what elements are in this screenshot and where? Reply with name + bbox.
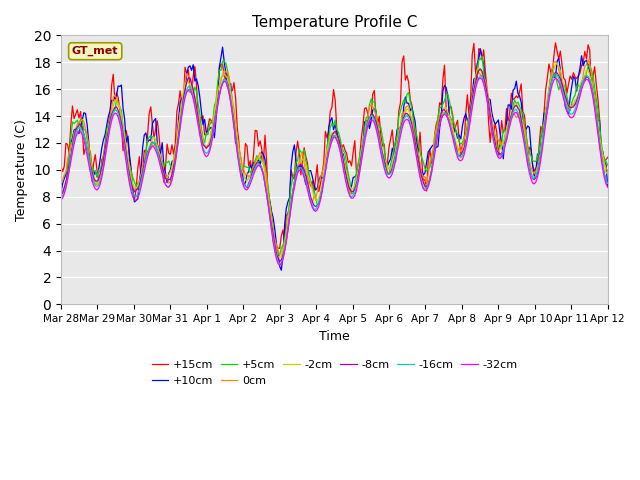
-16cm [178, 111, 186, 117]
-8cm [604, 180, 612, 186]
0cm [276, 251, 284, 257]
+5cm [276, 252, 284, 258]
-16cm [57, 195, 65, 201]
+10cm [64, 165, 72, 171]
-16cm [506, 120, 514, 126]
-2cm [64, 176, 72, 181]
Y-axis label: Temperature (C): Temperature (C) [15, 119, 28, 221]
+5cm [178, 103, 186, 108]
Line: -16cm: -16cm [61, 74, 608, 264]
+5cm [365, 102, 373, 108]
+15cm [552, 40, 559, 46]
Line: 0cm: 0cm [61, 60, 608, 254]
-32cm [220, 78, 228, 84]
Line: +10cm: +10cm [61, 47, 608, 270]
Legend: +15cm, +10cm, +5cm, 0cm, -2cm, -8cm, -16cm, -32cm: +15cm, +10cm, +5cm, 0cm, -2cm, -8cm, -16… [147, 356, 522, 390]
-8cm [57, 190, 65, 196]
+10cm [278, 267, 285, 273]
Line: -8cm: -8cm [61, 69, 608, 262]
0cm [365, 104, 373, 109]
+10cm [219, 44, 227, 50]
-32cm [57, 196, 65, 202]
Line: -32cm: -32cm [61, 78, 608, 265]
-8cm [365, 115, 373, 121]
-8cm [508, 112, 515, 118]
-8cm [514, 105, 522, 111]
-16cm [276, 261, 284, 267]
-32cm [365, 119, 373, 125]
-2cm [506, 118, 514, 124]
-32cm [508, 117, 515, 122]
+10cm [222, 70, 230, 76]
+5cm [604, 162, 612, 168]
-2cm [604, 171, 612, 177]
Line: +15cm: +15cm [61, 43, 608, 248]
+10cm [514, 91, 522, 96]
Line: -2cm: -2cm [61, 63, 608, 257]
X-axis label: Time: Time [319, 330, 349, 343]
0cm [506, 117, 514, 122]
+10cm [367, 119, 375, 124]
-16cm [220, 76, 228, 82]
+15cm [604, 155, 612, 160]
Text: GT_met: GT_met [72, 46, 118, 56]
0cm [220, 67, 228, 73]
0cm [604, 168, 612, 174]
+15cm [178, 102, 186, 108]
+15cm [64, 142, 72, 147]
0cm [513, 115, 520, 120]
-2cm [220, 71, 228, 77]
-2cm [274, 254, 282, 260]
0cm [178, 101, 186, 107]
-32cm [604, 184, 612, 190]
-2cm [553, 60, 561, 66]
-32cm [178, 113, 186, 119]
+10cm [57, 189, 65, 195]
-8cm [64, 171, 72, 177]
-32cm [514, 112, 522, 118]
+5cm [220, 59, 228, 65]
+5cm [478, 53, 486, 59]
-16cm [64, 177, 72, 182]
+5cm [508, 112, 515, 118]
-16cm [513, 107, 520, 112]
+10cm [604, 184, 612, 190]
+5cm [514, 99, 522, 105]
0cm [584, 57, 592, 63]
-32cm [64, 177, 72, 182]
+5cm [57, 187, 65, 192]
-8cm [220, 76, 228, 82]
-32cm [477, 75, 484, 81]
-16cm [604, 180, 612, 186]
0cm [57, 181, 65, 187]
-2cm [365, 115, 373, 121]
Line: +5cm: +5cm [61, 56, 608, 255]
-2cm [57, 195, 65, 201]
-8cm [477, 66, 484, 72]
+15cm [513, 93, 520, 99]
+15cm [220, 73, 228, 79]
-8cm [276, 259, 284, 264]
+15cm [506, 108, 514, 114]
+10cm [178, 95, 186, 101]
-8cm [178, 109, 186, 115]
-2cm [178, 100, 186, 106]
-32cm [276, 263, 284, 268]
-16cm [552, 71, 559, 77]
-2cm [513, 101, 520, 107]
0cm [64, 156, 72, 162]
+15cm [365, 121, 373, 127]
+10cm [508, 107, 515, 112]
-16cm [365, 115, 373, 121]
Title: Temperature Profile C: Temperature Profile C [252, 15, 417, 30]
+15cm [57, 164, 65, 169]
+15cm [276, 245, 284, 251]
+5cm [64, 168, 72, 173]
